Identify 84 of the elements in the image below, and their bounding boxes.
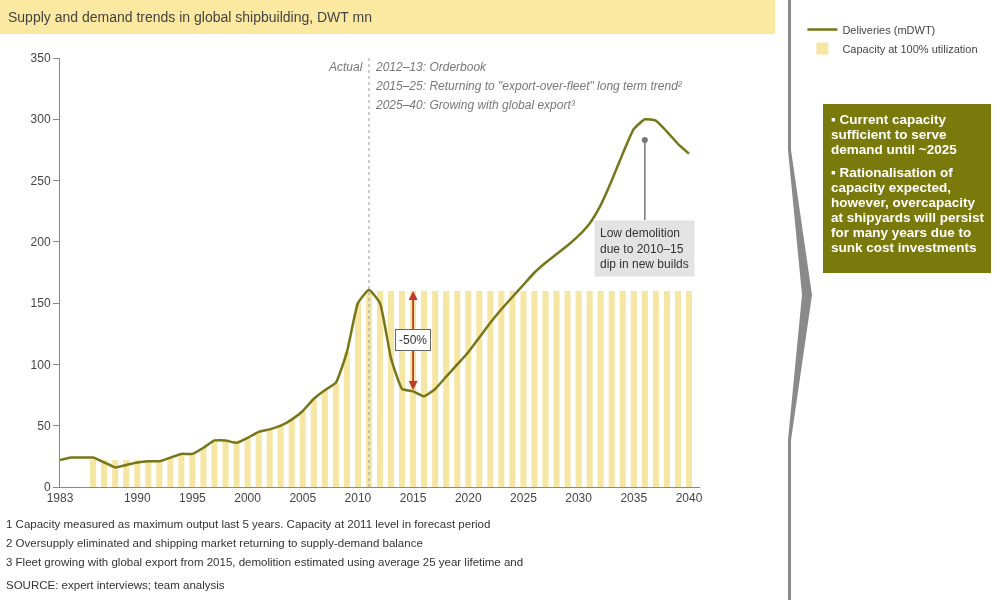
- bar: [376, 290, 384, 487]
- bar: [90, 460, 97, 487]
- bar: [145, 460, 152, 487]
- legend-label: Capacity at 100% utilization: [842, 42, 978, 55]
- bar: [652, 290, 659, 487]
- y-tick-label: 300: [30, 112, 51, 127]
- text: ▪ Current capacity sufficient to serve demand until ~2025: [831, 112, 958, 157]
- line-series: [60, 118, 691, 469]
- annotation: Actual: [328, 60, 363, 74]
- source-note: SOURCE: expert interviews; team analysis: [6, 579, 225, 591]
- bar: [476, 290, 483, 487]
- bar: [619, 290, 626, 487]
- bar: [388, 290, 395, 487]
- bar: [553, 290, 560, 487]
- x-tick-label: 2000: [234, 491, 262, 506]
- annotation: Low demolition due to 2010–15 dip in new builds: [600, 226, 689, 272]
- legend-label: Deliveries (mDWT): [842, 23, 936, 36]
- bar: [112, 460, 119, 487]
- x-tick-label: 2035: [620, 491, 648, 506]
- x-tick-label: 1995: [179, 491, 207, 506]
- bar: [674, 290, 681, 487]
- text: 2 Oversupply eliminated and shipping market returning to supply-demand balance: [6, 537, 423, 549]
- bar: [288, 419, 295, 487]
- bar: [575, 290, 582, 487]
- annotation: 2015–25: Returning to "export-over-fleet" long term trend²: [375, 79, 683, 93]
- x-tick-label: 1983: [46, 491, 74, 506]
- bar: [542, 290, 549, 487]
- text: 1 Capacity measured as maximum output last 5 years. Capacity at 2011 level in forecast period: [6, 518, 491, 530]
- bar: [178, 453, 185, 487]
- bar: [167, 457, 174, 487]
- bar: [156, 460, 163, 487]
- bar: [443, 290, 450, 487]
- bar: [630, 290, 637, 487]
- bar: [343, 352, 350, 487]
- y-tick-label: 50: [37, 418, 51, 433]
- text: 3 Fleet growing with global export from 2015, demolition estimated using average 25 year lifetime and: [6, 556, 524, 568]
- bar: [564, 290, 571, 487]
- y-tick-label: 250: [30, 173, 51, 188]
- bar: [465, 290, 472, 487]
- bar: [211, 440, 218, 487]
- bar: [432, 290, 439, 487]
- x-tick-label: 1990: [123, 491, 151, 506]
- bar: [189, 453, 196, 487]
- bar: [597, 290, 604, 487]
- x-tick-label: 2020: [454, 491, 482, 506]
- bar: [255, 431, 262, 487]
- bar: [310, 398, 317, 487]
- x-tick-label: 2005: [289, 491, 317, 506]
- y-tick-label: 100: [30, 357, 51, 372]
- bar: [685, 290, 692, 487]
- x-tick-label: 2010: [344, 491, 372, 506]
- x-tick-label: 2015: [399, 491, 427, 506]
- bar: [277, 425, 284, 487]
- bar: [299, 411, 306, 487]
- bar: [498, 290, 505, 487]
- annotation: 2012–13: Orderbook: [375, 60, 488, 74]
- x-tick-label: 2040: [675, 491, 703, 506]
- bar: [244, 437, 251, 487]
- bar: [222, 440, 229, 487]
- bar: [663, 290, 670, 487]
- bar: [509, 290, 516, 487]
- bar: [200, 447, 207, 487]
- x-tick-label: 2030: [565, 491, 593, 506]
- bar: [332, 382, 339, 487]
- y-tick-label: 200: [30, 235, 51, 250]
- bar: [134, 460, 141, 487]
- annotation: 2025–40: Growing with global export³: [375, 98, 576, 112]
- bar: [608, 290, 615, 487]
- annotation: -50%: [399, 333, 428, 347]
- x-tick-label: 2025: [510, 491, 538, 506]
- bar: [520, 290, 527, 487]
- text: ▪ Rationalisation of capacity expected, however, overcapacity at shipyards will persist for many years due to sunk cost investments: [831, 165, 985, 255]
- bar: [233, 440, 240, 487]
- bar: [531, 290, 538, 487]
- bar: [454, 290, 461, 487]
- bar: [266, 429, 273, 487]
- bar: [487, 290, 494, 487]
- y-tick-label: 150: [30, 296, 51, 311]
- bar: [321, 390, 328, 487]
- chart-title: Supply and demand trends in global shipbuilding, DWT mn: [0, 0, 775, 34]
- y-tick-label: 350: [30, 51, 51, 66]
- bar: [586, 290, 593, 487]
- bar: [354, 303, 361, 487]
- bar: [641, 290, 648, 487]
